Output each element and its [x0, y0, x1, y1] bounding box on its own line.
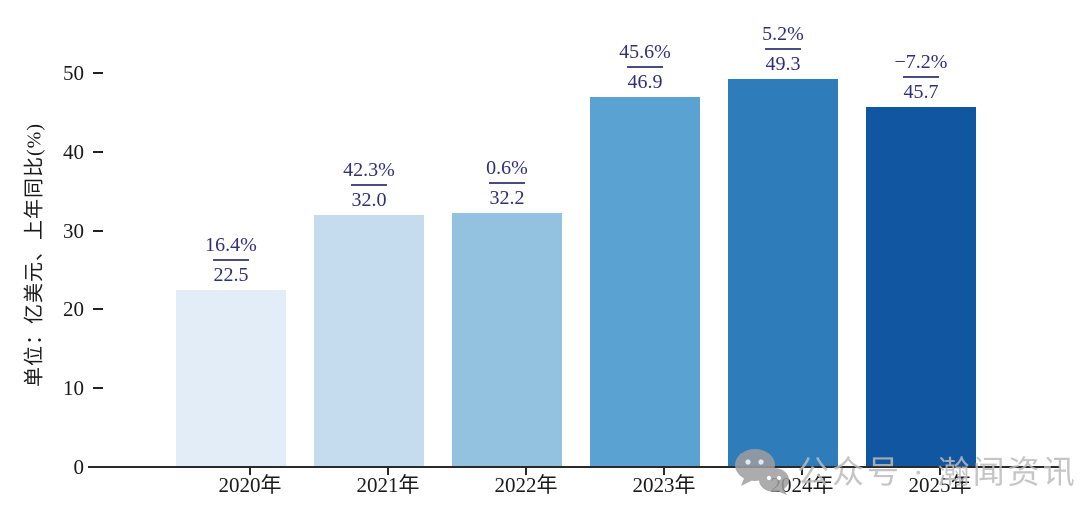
wechat-icon — [735, 449, 789, 495]
bar-value-label: 49.3 — [765, 52, 801, 75]
annotation-2022年: 0.6% 32.2 — [447, 156, 567, 210]
x-tick-2020年 — [249, 468, 251, 475]
x-tick-2024年 — [801, 468, 803, 475]
bar-2021年 — [314, 214, 424, 467]
y-tick-label-20: 20 — [63, 297, 84, 322]
annotation-divider-line — [213, 258, 249, 261]
yoy-percent-label: 42.3% — [343, 158, 395, 181]
bar-value-label: 45.7 — [903, 80, 939, 103]
x-tick-2025年 — [939, 468, 941, 475]
x-label-2023年: 2023年 — [632, 473, 696, 497]
annotation-divider-line — [903, 75, 939, 78]
yoy-percent-label: 45.6% — [619, 41, 671, 64]
y-tick-label-30: 30 — [63, 218, 84, 243]
annotation-divider-line — [351, 183, 387, 186]
annotation-divider-line — [627, 66, 663, 69]
watermark: 公众号 · 瀚闻资讯 — [733, 448, 1078, 496]
x-label-2025年: 2025年 — [908, 473, 972, 497]
yoy-percent-label: 0.6% — [486, 157, 528, 180]
bar-value-label: 22.5 — [213, 263, 249, 286]
annotation-2020年: 16.4% 22.5 — [171, 233, 291, 287]
x-tick-2022年 — [525, 468, 527, 475]
y-tick-mark-30 — [93, 229, 103, 232]
x-tick-2023年 — [663, 468, 665, 475]
bar-2024年 — [728, 78, 838, 467]
x-label-2022年: 2022年 — [494, 473, 558, 497]
annotation-2025年: −7.2% 45.7 — [861, 50, 981, 104]
bar-2020年 — [176, 289, 286, 467]
y-tick-label-10: 10 — [63, 376, 84, 401]
y-tick-mark-10 — [93, 387, 103, 390]
bar-2023年 — [590, 97, 700, 467]
watermark-text: 公众号 · 瀚闻资讯 — [797, 454, 1078, 490]
bar-2022年 — [452, 213, 562, 467]
bar-value-label: 46.9 — [627, 71, 663, 94]
annotation-divider-line — [765, 47, 801, 50]
annotation-2021年: 42.3% 32.0 — [309, 158, 429, 212]
annotation-2023年: 45.6% 46.9 — [585, 40, 705, 94]
yoy-percent-label: −7.2% — [894, 50, 948, 73]
bar-value-label: 32.2 — [489, 187, 525, 210]
y-tick-mark-40 — [93, 150, 103, 153]
annotation-2024年: 5.2% 49.3 — [723, 22, 843, 76]
annotation-divider-line — [489, 182, 525, 185]
y-tick-label-40: 40 — [63, 139, 84, 164]
x-label-2021年: 2021年 — [356, 473, 420, 497]
bar-2025年 — [866, 106, 976, 467]
y-tick-mark-50 — [93, 72, 103, 74]
y-tick-mark-20 — [93, 308, 103, 311]
bar-value-label: 32.0 — [351, 188, 387, 211]
x-tick-2021年 — [387, 468, 389, 475]
x-axis-line — [88, 466, 1060, 468]
yoy-percent-label: 5.2% — [762, 22, 804, 45]
yoy-percent-label: 16.4% — [205, 233, 257, 256]
y-tick-label-50: 50 — [63, 61, 84, 85]
x-label-2020年: 2020年 — [218, 473, 282, 497]
y-tick-label-0: 0 — [73, 455, 85, 479]
